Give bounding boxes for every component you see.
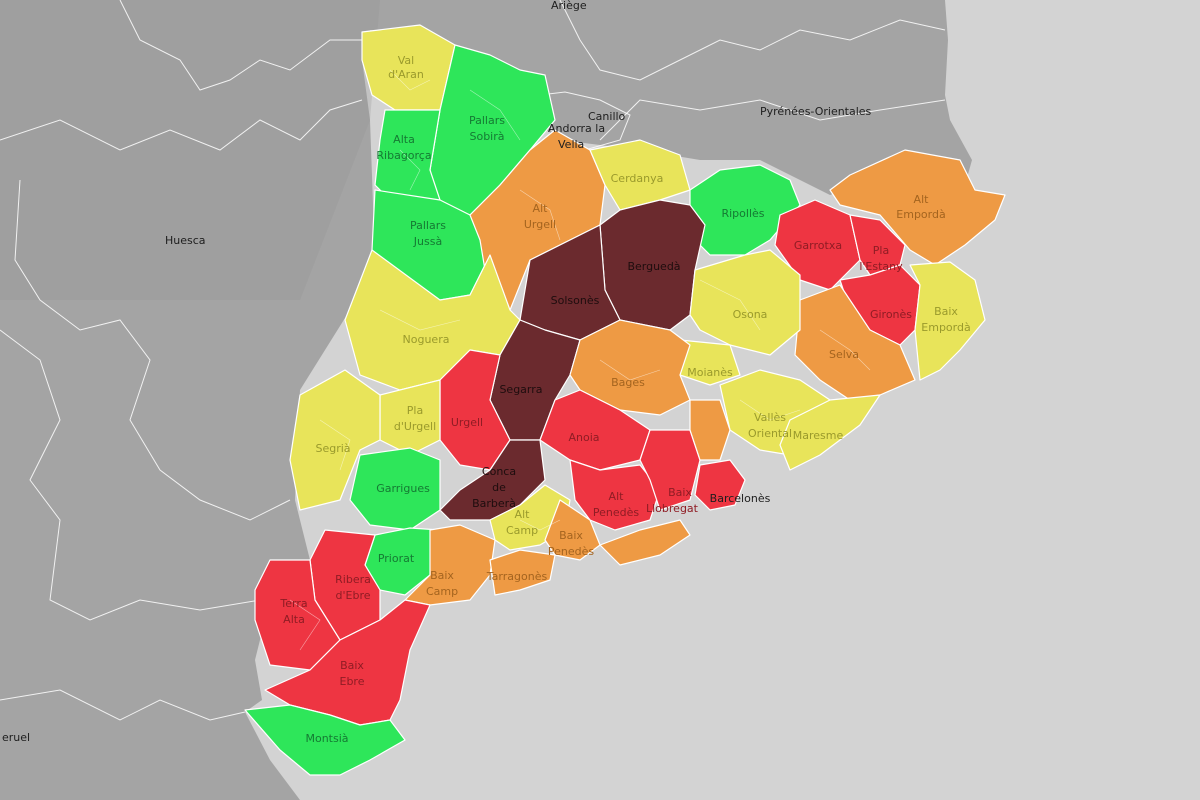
county-osona[interactable] <box>689 249 801 356</box>
label-montsia: Montsià <box>305 732 348 745</box>
label-conca-3: Barberà <box>472 497 516 510</box>
county-garraf[interactable] <box>599 519 691 566</box>
label-pla-estany-1: Pla <box>873 244 889 257</box>
county-alt-penedes[interactable] <box>569 459 661 531</box>
catalonia-counties <box>244 24 1006 776</box>
label-barcelones: Barcelonès <box>710 492 771 505</box>
label-tarragones: Tarragonès <box>486 570 548 583</box>
label-alt-camp-1: Alt <box>515 508 531 521</box>
label-priorat: Priorat <box>378 552 415 565</box>
label-valles-oriental-2: Oriental <box>748 427 792 440</box>
label-baix-ebre-2: Ebre <box>340 675 365 688</box>
label-baix-camp-1: Baix <box>430 569 454 582</box>
label-teruel: eruel <box>2 731 30 744</box>
label-baix-emporda-2: Empordà <box>921 321 970 334</box>
label-baix-penedes-2: Penedès <box>548 545 594 558</box>
county-tarragones[interactable] <box>489 549 556 596</box>
county-baix-emporda[interactable] <box>909 261 986 381</box>
label-maresme: Maresme <box>793 429 844 442</box>
label-huesca: Huesca <box>165 234 206 247</box>
county-cerdanya[interactable] <box>589 139 691 211</box>
label-baix-emporda-1: Baix <box>934 305 958 318</box>
label-osona: Osona <box>733 308 768 321</box>
label-noguera: Noguera <box>403 333 450 346</box>
label-baix-ebre-1: Baix <box>340 659 364 672</box>
label-andorra-2: Vella <box>558 138 584 151</box>
label-pyrenees-orientales: Pyrénées-Orientales <box>760 105 872 118</box>
label-garrotxa: Garrotxa <box>794 239 842 252</box>
label-pla-urgell-2: d'Urgell <box>394 420 436 433</box>
label-pallars-jussa-2: Jussà <box>413 235 442 248</box>
label-alt-emporda-2: Empordà <box>896 208 945 221</box>
label-pallars-sobira-2: Sobirà <box>469 130 504 143</box>
label-selva: Selva <box>829 348 859 361</box>
label-baix-llobregat-2: Llobregat <box>646 502 699 515</box>
county-montsia[interactable] <box>244 704 406 776</box>
label-segria: Segrià <box>315 442 350 455</box>
label-pla-urgell-1: Pla <box>407 404 423 417</box>
municipal-borders <box>289 69 871 651</box>
label-ribera-1: Ribera <box>335 573 371 586</box>
county-maresme[interactable] <box>779 394 881 471</box>
surrounding-land-shade <box>0 0 380 300</box>
label-alta-ribagorca-1: Alta <box>393 133 415 146</box>
label-conca-1: Conca <box>482 465 516 478</box>
county-baix-camp[interactable] <box>404 524 496 606</box>
label-alt-camp-2: Camp <box>506 524 538 537</box>
label-bages: Bages <box>611 376 645 389</box>
label-alt-penedes-2: Penedès <box>593 506 639 519</box>
label-ariege: Ariège <box>551 0 587 12</box>
label-terra-alta-2: Alta <box>283 613 305 626</box>
county-labels: Val d'Aran Pallars Sobirà Alta Ribagorça… <box>279 54 970 745</box>
label-anoia: Anoia <box>568 431 599 444</box>
label-urgell: Urgell <box>451 416 483 429</box>
label-baix-penedes-1: Baix <box>559 529 583 542</box>
label-pallars-sobira-1: Pallars <box>469 114 505 127</box>
label-segarra: Segarra <box>499 383 542 396</box>
label-solsones: Solsonès <box>551 294 600 307</box>
label-alta-ribagorca-2: Ribagorça <box>376 149 431 162</box>
label-alt-penedes-1: Alt <box>609 490 625 503</box>
county-alt-emporda[interactable] <box>829 149 1006 266</box>
label-pallars-jussa-1: Pallars <box>410 219 446 232</box>
label-terra-alta-1: Terra <box>279 597 307 610</box>
label-val-daran-1: Val <box>398 54 414 67</box>
county-garrotxa[interactable] <box>774 199 861 291</box>
label-ribera-2: d'Ebre <box>336 589 371 602</box>
county-garrigues[interactable] <box>349 447 441 531</box>
label-baix-camp-2: Camp <box>426 585 458 598</box>
label-conca-2: de <box>492 481 506 494</box>
label-canillo: Canillo <box>588 110 626 123</box>
label-baix-llobregat-1: Baix <box>668 486 692 499</box>
label-bergueda: Berguedà <box>627 260 680 273</box>
label-ripolles: Ripollès <box>721 207 764 220</box>
label-alt-urgell-2: Urgell <box>524 218 556 231</box>
surrounding-land <box>0 0 972 800</box>
county-baix-penedes[interactable] <box>544 499 601 561</box>
label-alt-emporda-1: Alt <box>914 193 930 206</box>
label-garrigues: Garrigues <box>376 482 430 495</box>
external-labels: Ariège Canillo Andorra la Vella Pyrénées… <box>2 0 872 744</box>
label-andorra-1: Andorra la <box>548 122 605 135</box>
label-alt-urgell-1: Alt <box>533 202 549 215</box>
label-valles-oriental-1: Vallès <box>754 411 786 424</box>
label-moianes: Moianès <box>687 366 733 379</box>
external-borders <box>0 0 946 721</box>
label-cerdanya: Cerdanya <box>611 172 664 185</box>
county-barcelones[interactable] <box>694 459 746 511</box>
county-valles-occidental[interactable] <box>689 399 731 461</box>
label-girones: Gironès <box>870 308 912 321</box>
county-selva[interactable] <box>794 284 916 401</box>
county-segria[interactable] <box>289 369 381 511</box>
label-pla-estany-2: l'Estany <box>859 260 903 273</box>
label-val-daran-2: d'Aran <box>388 68 424 81</box>
